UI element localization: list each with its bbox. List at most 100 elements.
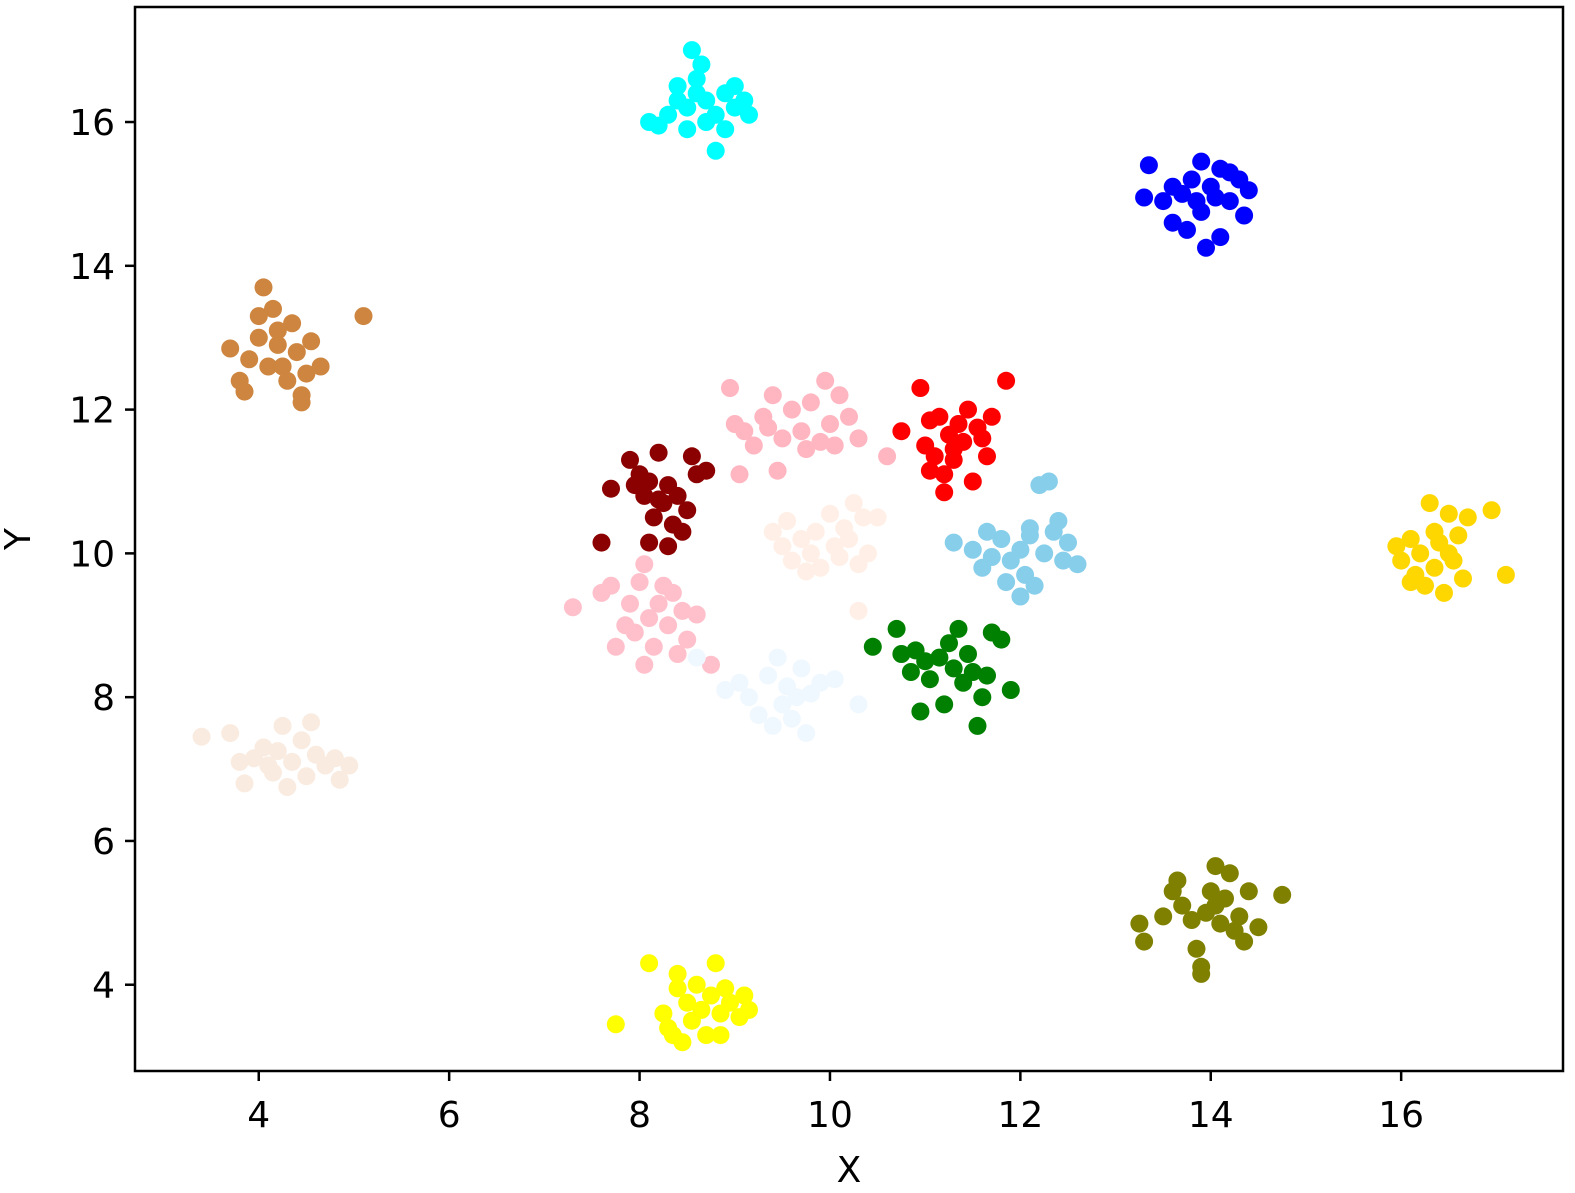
scatter-point: [1249, 918, 1268, 937]
scatter-point: [997, 371, 1016, 390]
y-tick-label: 12: [69, 391, 115, 432]
scatter-point: [1435, 583, 1453, 602]
scatter-point: [1168, 871, 1187, 890]
scatter-point: [1387, 537, 1406, 556]
scatter-point: [792, 530, 811, 548]
scatter-point: [697, 1026, 716, 1045]
scatter-point: [825, 436, 844, 455]
x-tick-label: 8: [628, 1095, 651, 1136]
scatter-point: [1449, 526, 1468, 545]
scatter-point: [254, 278, 273, 297]
scatter-point: [673, 1033, 692, 1052]
scatter-point: [973, 429, 992, 448]
scatter-point: [792, 659, 811, 678]
scatter-point: [287, 343, 306, 362]
scatter-point: [259, 357, 278, 376]
scatter-point: [821, 415, 839, 433]
scatter-point: [259, 756, 278, 775]
scatter-point: [825, 670, 844, 689]
scatter-point: [1187, 192, 1206, 211]
scatter-point: [844, 494, 863, 513]
scatter-point: [687, 648, 706, 667]
scatter-point: [711, 1026, 730, 1045]
scatter-point: [854, 508, 873, 527]
scatter-point: [759, 418, 778, 437]
scatter-point: [678, 993, 697, 1012]
scatter-point: [1163, 213, 1182, 232]
scatter-point: [592, 533, 611, 552]
scatter-point: [1454, 569, 1472, 588]
scatter-point: [268, 335, 287, 354]
scatter-point: [1001, 681, 1020, 699]
scatter-point: [963, 540, 982, 559]
x-tick-label: 4: [247, 1095, 270, 1136]
scatter-point: [806, 522, 825, 541]
scatter-point: [1206, 188, 1225, 207]
scatter-point: [740, 688, 758, 707]
scatter-point: [702, 986, 720, 1005]
scatter-point: [716, 681, 735, 699]
scatter-point: [673, 601, 692, 620]
scatter-point: [268, 742, 287, 761]
scatter-point: [264, 299, 282, 318]
x-tick-label: 12: [997, 1095, 1043, 1136]
scatter-point: [635, 555, 654, 574]
scatter-point: [273, 716, 292, 735]
scatter-point: [1059, 533, 1077, 552]
scatter-point: [273, 357, 292, 376]
scatter-point: [602, 479, 620, 498]
x-axis-label: X: [837, 1150, 862, 1191]
scatter-point: [1416, 576, 1434, 595]
y-axis-label: Y: [0, 527, 39, 551]
scatter-point: [649, 490, 668, 509]
scatter-point: [668, 979, 687, 998]
scatter-point: [1039, 472, 1058, 491]
scatter-point: [830, 386, 849, 405]
scatter-point: [1220, 192, 1239, 211]
scatter-point: [849, 695, 868, 714]
scatter-point: [1135, 188, 1154, 207]
scatter-point: [668, 964, 687, 983]
scatter-point: [1178, 220, 1196, 239]
scatter-point: [659, 616, 678, 635]
scatter-point: [901, 663, 920, 681]
scatter-point: [982, 548, 1001, 566]
scatter-point: [302, 332, 321, 351]
scatter-point: [1187, 939, 1206, 958]
scatter-point: [649, 443, 668, 462]
scatter-point: [811, 673, 830, 692]
scatter-point: [625, 623, 644, 642]
scatter-point: [816, 371, 835, 390]
scatter-point: [1425, 522, 1444, 541]
scatter-point: [1025, 576, 1044, 595]
scatter-point: [640, 609, 659, 628]
scatter-point: [830, 548, 849, 566]
scatter-point: [920, 461, 939, 480]
scatter-point: [1211, 228, 1230, 247]
scatter-point: [892, 645, 911, 663]
scatter-point: [697, 461, 716, 480]
scatter-point: [697, 113, 716, 131]
scatter-point: [230, 752, 249, 771]
scatter-point: [668, 486, 687, 505]
scatter-point: [1273, 885, 1292, 904]
scatter-point: [1182, 911, 1201, 929]
scatter-point: [801, 393, 820, 412]
scatter-point: [716, 120, 735, 139]
scatter-point: [268, 321, 287, 340]
scatter-point: [678, 120, 697, 139]
scatter-point: [1206, 857, 1225, 876]
scatter-point: [1239, 882, 1258, 901]
scatter-point: [740, 105, 758, 124]
scatter-point: [1439, 504, 1458, 523]
scatter-point: [702, 655, 720, 674]
scatter-point: [944, 440, 963, 459]
scatter-point: [640, 533, 659, 552]
scatter-point: [1230, 907, 1249, 926]
scatter-point: [621, 594, 639, 613]
scatter-point: [606, 637, 625, 656]
scatter-point: [978, 447, 996, 466]
scatter-point: [682, 41, 701, 60]
scatter-point: [1154, 192, 1173, 211]
scatter-point: [1197, 238, 1215, 257]
